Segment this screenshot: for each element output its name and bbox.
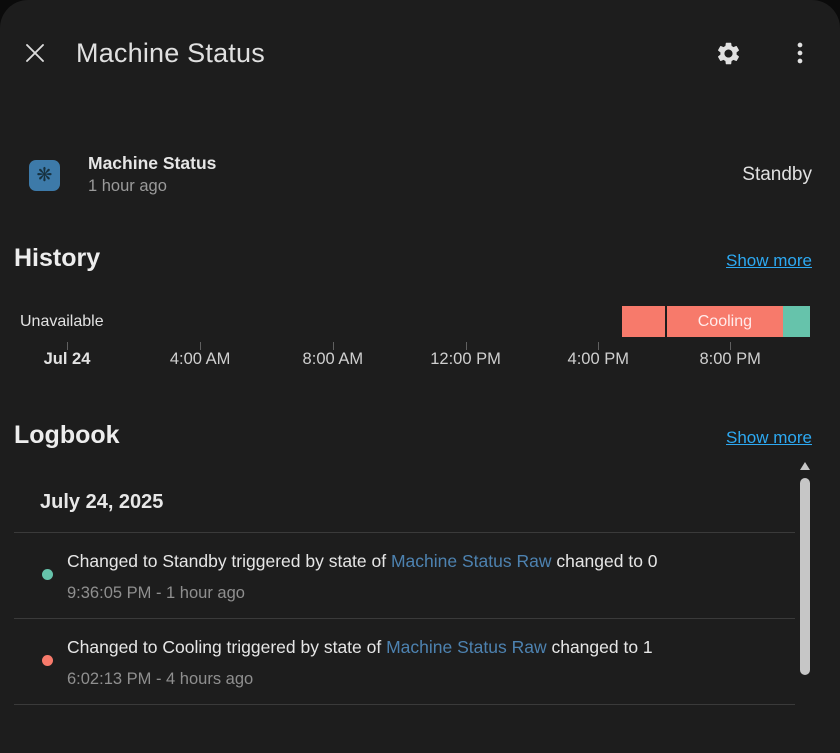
header-actions [708,33,820,73]
history-timeline: Unavailable Cooling [20,306,810,337]
close-icon [26,44,44,62]
axis-tick-label: 8:00 PM [699,350,761,368]
axis-tick-label: 4:00 PM [567,350,629,368]
axis-tick [332,342,334,350]
history-heading: History [14,244,101,272]
overflow-menu-button[interactable] [780,33,820,73]
entity-meta: Machine Status 1 hour ago [88,152,742,198]
axis-tick [200,342,202,350]
entity-state: Standby [742,164,812,185]
scrollbar-thumb[interactable] [800,478,810,675]
logbook-entry: Changed to Cooling triggered by state of… [0,619,840,704]
axis-tick-label: Jul 24 [43,350,91,368]
scroll-up-arrow-icon[interactable] [800,462,810,470]
logbook-date-header: July 24, 2025 [40,491,164,513]
timeline-segment-cooling[interactable]: Cooling [664,306,784,337]
entity-last-changed: 1 hour ago [88,177,167,195]
logbook-heading: Logbook [14,421,120,449]
kebab-menu-icon [797,42,803,64]
logbook-entry-body: Changed to Standby triggered by state of… [67,545,768,604]
dialog-header: Machine Status [0,0,840,70]
state-dot [42,655,53,666]
history-section-header: History Show more [14,240,812,276]
logbook-entry: Changed to Standby triggered by state of… [0,533,840,618]
timeline-segment-cooling[interactable] [621,306,665,337]
message-text: Changed to Standby triggered by state of [67,551,391,571]
timeline-segment-label: Unavailable [20,312,104,330]
axis-tick [598,342,600,350]
message-text: changed to 0 [551,551,658,571]
logbook-entry-time: 9:36:05 PM - 1 hour ago [67,584,245,602]
message-text: changed to 1 [546,637,653,657]
axis-tick [67,342,68,350]
logbook-section-header: Logbook Show more [14,417,812,453]
logbook-entry-message: Changed to Standby triggered by state of… [67,545,768,577]
logbook-entries: Changed to Standby triggered by state of… [0,533,840,705]
divider [14,532,795,533]
logbook-entry-body: Changed to Cooling triggered by state of… [67,631,768,690]
logbook-show-more-link[interactable]: Show more [726,428,812,447]
message-text: Changed to Cooling triggered by state of [67,637,387,657]
gear-icon [717,42,739,64]
history-time-axis: Jul 24 4:00 AM 8:00 AM 12:00 PM 4:00 PM 8:00 … [20,337,810,377]
logbook-entry-message: Changed to Cooling triggered by state of… [67,631,768,663]
logbook-list: July 24, 2025 Changed to Standby trigger… [0,467,840,705]
timeline-segment-unavailable[interactable]: Unavailable [20,306,620,337]
entity-icon: ❋ [29,159,60,191]
axis-tick-label: 12:00 PM [430,350,501,368]
dialog-title: Machine Status [76,37,265,68]
entity-link[interactable]: Machine Status Raw [386,637,547,657]
timeline-segment-standby[interactable] [783,306,810,337]
close-button[interactable] [22,40,48,66]
state-dot [42,569,53,580]
axis-tick-label: 4:00 AM [169,350,231,368]
divider [14,704,795,705]
logbook-scrollbar [800,460,810,753]
settings-button[interactable] [708,33,748,73]
history-show-more-link[interactable]: Show more [726,251,812,270]
entity-name: Machine Status [88,153,217,173]
fan-icon: ❋ [36,163,53,186]
timeline-segment-label: Cooling [697,312,752,330]
divider [14,618,795,619]
entity-summary-row: ❋ Machine Status 1 hour ago Standby [29,150,812,200]
axis-tick [730,342,732,350]
axis-tick-label: 8:00 AM [302,350,364,368]
logbook-entry-time: 6:02:13 PM - 4 hours ago [67,670,254,688]
axis-tick [465,342,467,350]
entity-link[interactable]: Machine Status Raw [390,551,552,571]
